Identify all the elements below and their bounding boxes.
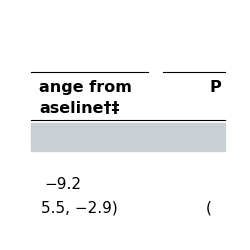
Text: ange from: ange from bbox=[39, 80, 132, 95]
Text: (: ( bbox=[206, 200, 212, 216]
Bar bbox=[31, 123, 225, 151]
Text: −9.2: −9.2 bbox=[45, 178, 82, 192]
Text: aseline†‡: aseline†‡ bbox=[39, 101, 119, 116]
Text: P: P bbox=[210, 80, 221, 95]
Text: 5.5, −2.9): 5.5, −2.9) bbox=[41, 200, 118, 216]
